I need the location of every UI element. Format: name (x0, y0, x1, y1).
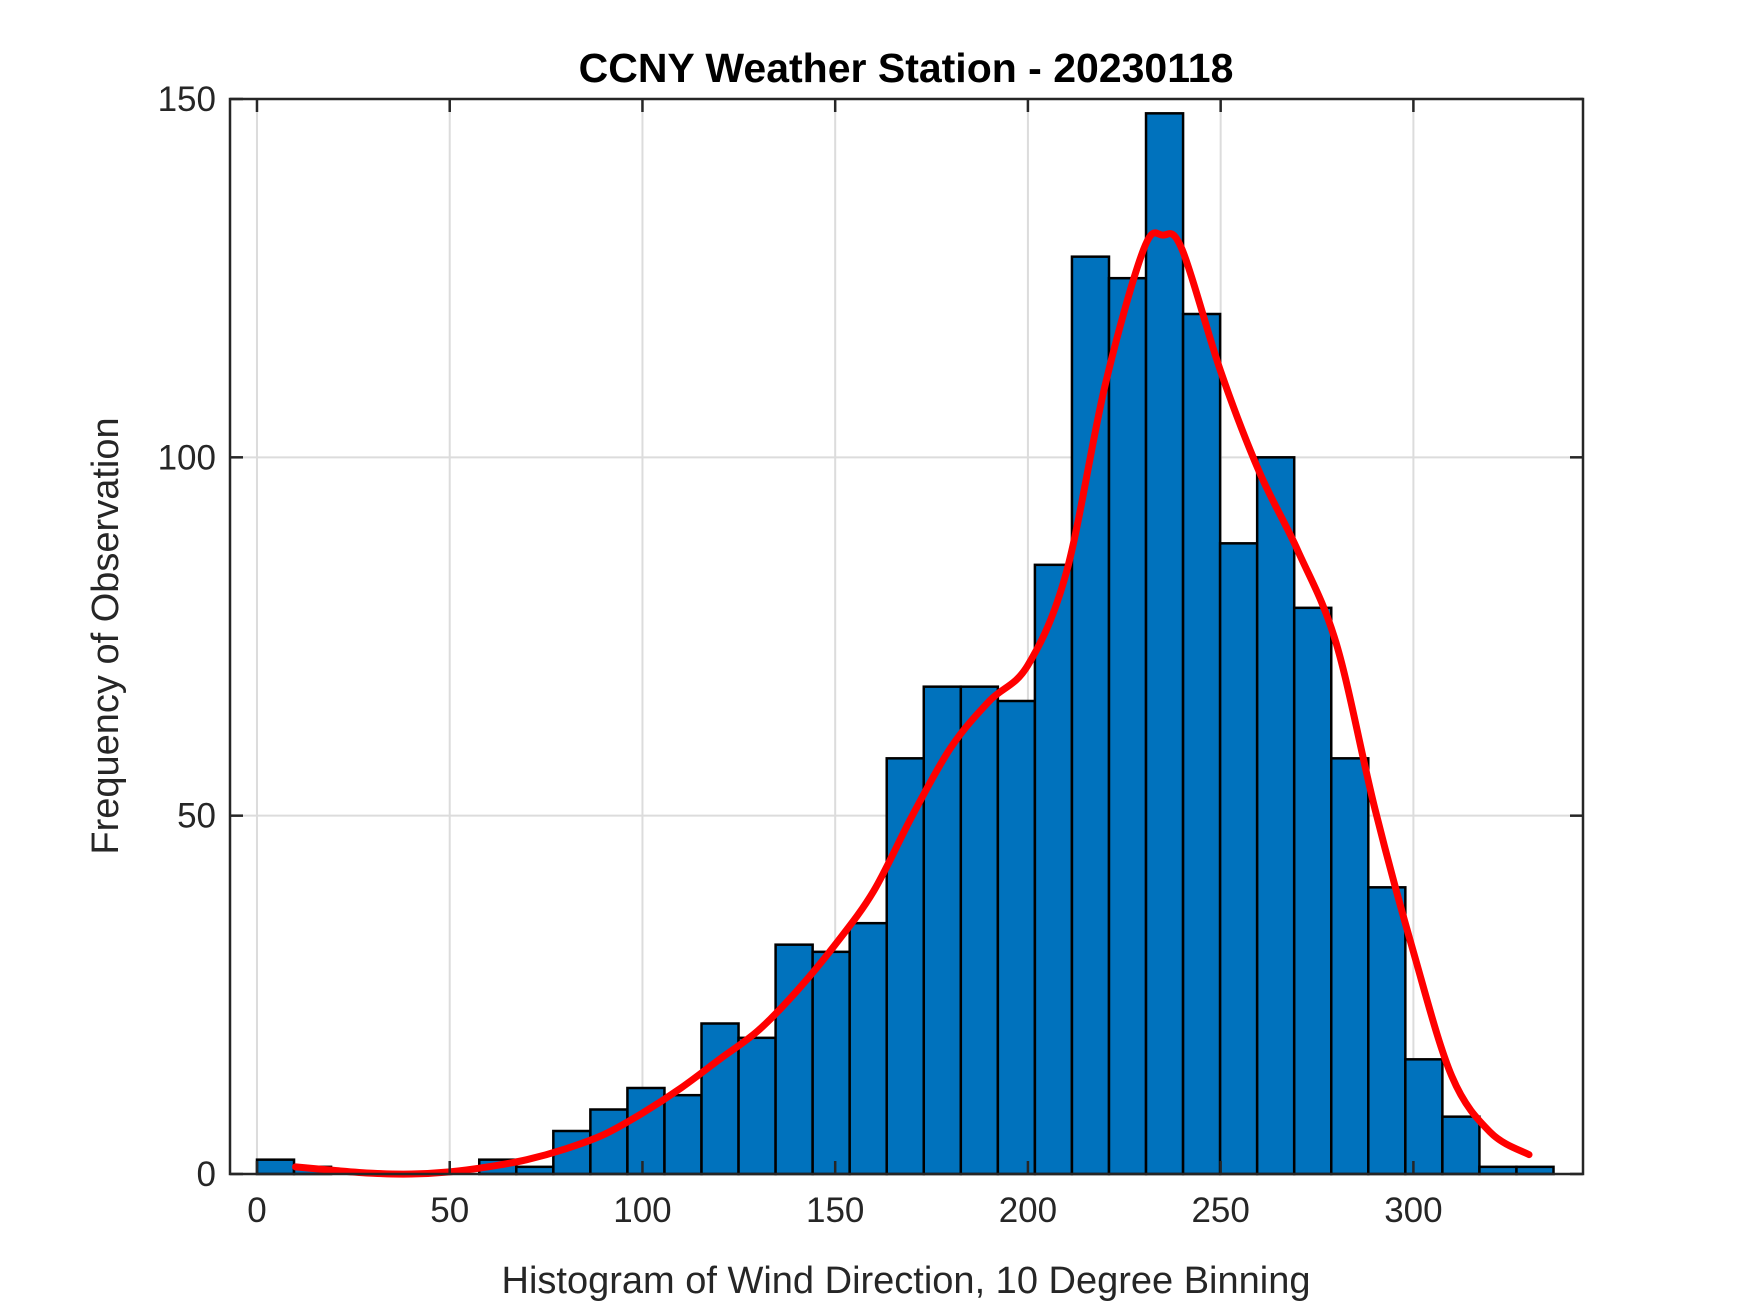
x-tick-label: 100 (613, 1191, 671, 1230)
histogram-bar (1255, 456, 1296, 1176)
x-axis-label: Histogram of Wind Direction, 10 Degree B… (502, 1260, 1311, 1302)
histogram-bar (1107, 276, 1148, 1176)
x-tick-label: 0 (247, 1191, 266, 1230)
histogram-bar (811, 950, 851, 1176)
y-tick-labels: 0 50 100 150 (158, 80, 216, 1194)
histogram-bar (1329, 757, 1370, 1176)
axes-frame (228, 97, 1585, 1176)
y-tick-label: 0 (197, 1155, 216, 1194)
x-tick-label: 150 (806, 1191, 864, 1230)
histogram-bars (255, 112, 1555, 1176)
histogram-bar (996, 699, 1037, 1176)
histogram-bar (255, 1158, 296, 1176)
histogram-bar (1218, 542, 1259, 1176)
y-tick-label: 150 (158, 80, 216, 119)
x-tick-label: 200 (999, 1191, 1057, 1230)
chart-title: CCNY Weather Station - 20230118 (579, 45, 1234, 91)
x-tick-label: 50 (430, 1191, 469, 1230)
fit-curve-line (292, 229, 1533, 1178)
fit-curve-group (292, 229, 1533, 1178)
histogram-bar (1144, 112, 1185, 1176)
histogram-bar (663, 1093, 703, 1176)
histogram-bar (1367, 886, 1407, 1176)
histogram-bar (885, 757, 926, 1176)
x-tick-labels: 0 50 100 150 200 250 300 (247, 1191, 1442, 1230)
histogram-bar (1033, 563, 1074, 1176)
x-tick-label: 300 (1384, 1191, 1442, 1230)
histogram-bar (848, 921, 888, 1176)
histogram-bar (1181, 312, 1222, 1176)
histogram-bar (1441, 1115, 1481, 1176)
histogram-bar (737, 1036, 777, 1176)
y-tick-label: 50 (177, 797, 216, 836)
y-tick-label: 100 (158, 438, 216, 477)
y-axis-label: Frequency of Observation (85, 417, 127, 854)
histogram-bar (959, 685, 1000, 1176)
x-tick-label: 250 (1191, 1191, 1249, 1230)
histogram-bar (1404, 1058, 1444, 1176)
histogram-bar (1292, 606, 1333, 1176)
axes-box (228, 97, 1585, 1176)
